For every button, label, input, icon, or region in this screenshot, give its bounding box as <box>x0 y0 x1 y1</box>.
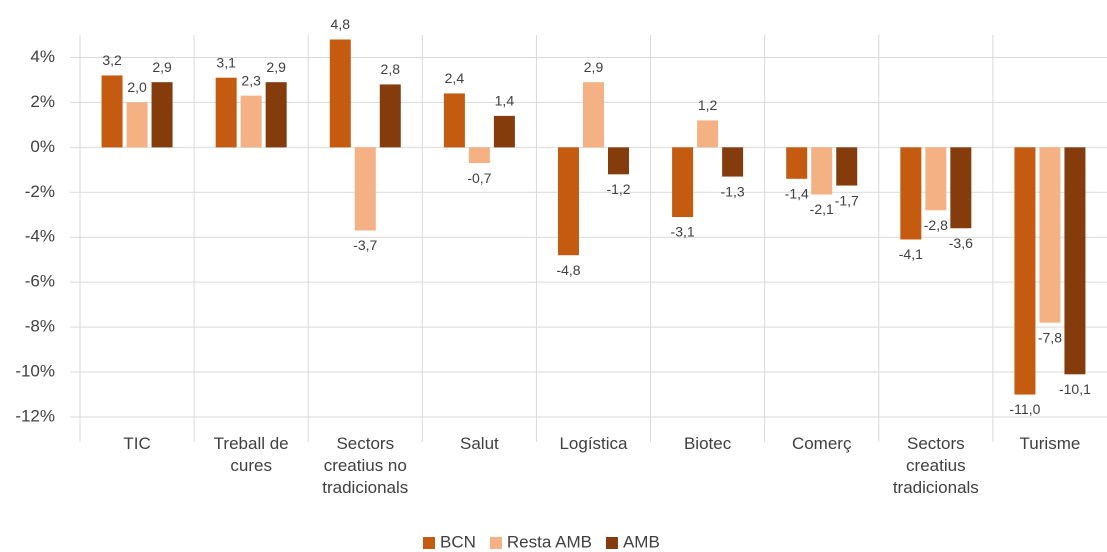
bar <box>608 147 629 175</box>
legend-swatch <box>489 537 502 549</box>
data-label: 1,2 <box>698 97 718 113</box>
y-tick-label: -6% <box>25 272 55 291</box>
data-label: 2,9 <box>152 59 172 75</box>
data-label: 2,8 <box>381 61 401 77</box>
bar <box>493 115 515 148</box>
x-tick-label: Salut <box>460 434 499 453</box>
data-label: -11,0 <box>1010 401 1041 417</box>
bar <box>1064 147 1086 375</box>
legend-swatch <box>423 537 435 549</box>
y-tick-label: -8% <box>25 317 55 336</box>
data-label: 2,9 <box>266 59 286 75</box>
data-label: 2,9 <box>584 59 604 75</box>
bar <box>1039 147 1061 323</box>
data-label: -2,8 <box>924 217 948 233</box>
y-tick-label: -2% <box>25 182 55 201</box>
data-label: 4,8 <box>331 16 351 32</box>
legend-label: Resta AMB <box>507 532 592 551</box>
bar <box>354 147 376 231</box>
legend-swatch <box>605 537 618 549</box>
bar <box>900 147 922 240</box>
bar <box>786 147 808 179</box>
x-tick-label: Sectors creatius tradicionals <box>892 434 979 497</box>
bar <box>151 82 173 148</box>
data-label: 2,3 <box>241 72 261 88</box>
bar <box>126 102 148 148</box>
bar <box>836 147 858 186</box>
x-tick-label: Turisme <box>1019 434 1081 453</box>
bar <box>672 147 694 218</box>
bar <box>240 95 262 148</box>
y-tick-label: -12% <box>15 406 55 425</box>
x-tick-label: Biotec <box>683 434 732 453</box>
data-label: -1,2 <box>606 181 630 197</box>
bar <box>468 147 490 164</box>
y-tick-label: 4% <box>30 47 55 66</box>
bar <box>265 82 287 148</box>
data-label: -4,1 <box>899 246 923 262</box>
bar <box>215 77 237 148</box>
data-label: -7,8 <box>1038 329 1062 345</box>
bar <box>379 84 401 148</box>
data-label: -10,1 <box>1059 381 1091 397</box>
x-tick-label: Comerç <box>791 434 852 453</box>
y-tick-label: 0% <box>30 137 55 156</box>
bar <box>329 39 351 148</box>
x-tick-label: Treball de cures <box>213 434 289 475</box>
legend-label: BCN <box>440 532 476 551</box>
bar <box>950 147 972 229</box>
data-label: 3,2 <box>102 52 122 68</box>
y-tick-label: 2% <box>30 92 55 111</box>
bar <box>443 93 465 148</box>
legend-label: AMB <box>623 532 660 551</box>
data-label: 2,0 <box>127 79 147 95</box>
bar <box>722 147 744 177</box>
data-label: 1,4 <box>495 93 515 109</box>
bar <box>925 147 947 211</box>
bar <box>558 147 579 256</box>
x-tick-label: Logística <box>559 434 628 453</box>
data-label: -1,3 <box>721 183 745 199</box>
data-label: -1,4 <box>785 186 809 202</box>
data-label: -4,8 <box>556 262 580 278</box>
data-label: 2,4 <box>445 70 465 86</box>
data-label: -2,1 <box>810 201 834 217</box>
data-label: -3,7 <box>353 237 377 253</box>
x-tick-label: Sectors creatius no tradicionals <box>322 434 409 497</box>
bar <box>583 82 604 148</box>
bar <box>697 120 719 148</box>
data-label: -3,1 <box>671 224 695 240</box>
data-label: 3,1 <box>216 54 236 70</box>
y-tick-label: -4% <box>25 227 55 246</box>
bar <box>811 147 833 195</box>
data-label: -0,7 <box>467 170 491 186</box>
data-label: -3,6 <box>949 235 973 251</box>
x-tick-label: TIC <box>123 434 151 453</box>
y-tick-label: -10% <box>15 362 55 381</box>
bar <box>1014 147 1036 395</box>
bar <box>101 75 123 148</box>
data-label: -1,7 <box>835 192 859 208</box>
